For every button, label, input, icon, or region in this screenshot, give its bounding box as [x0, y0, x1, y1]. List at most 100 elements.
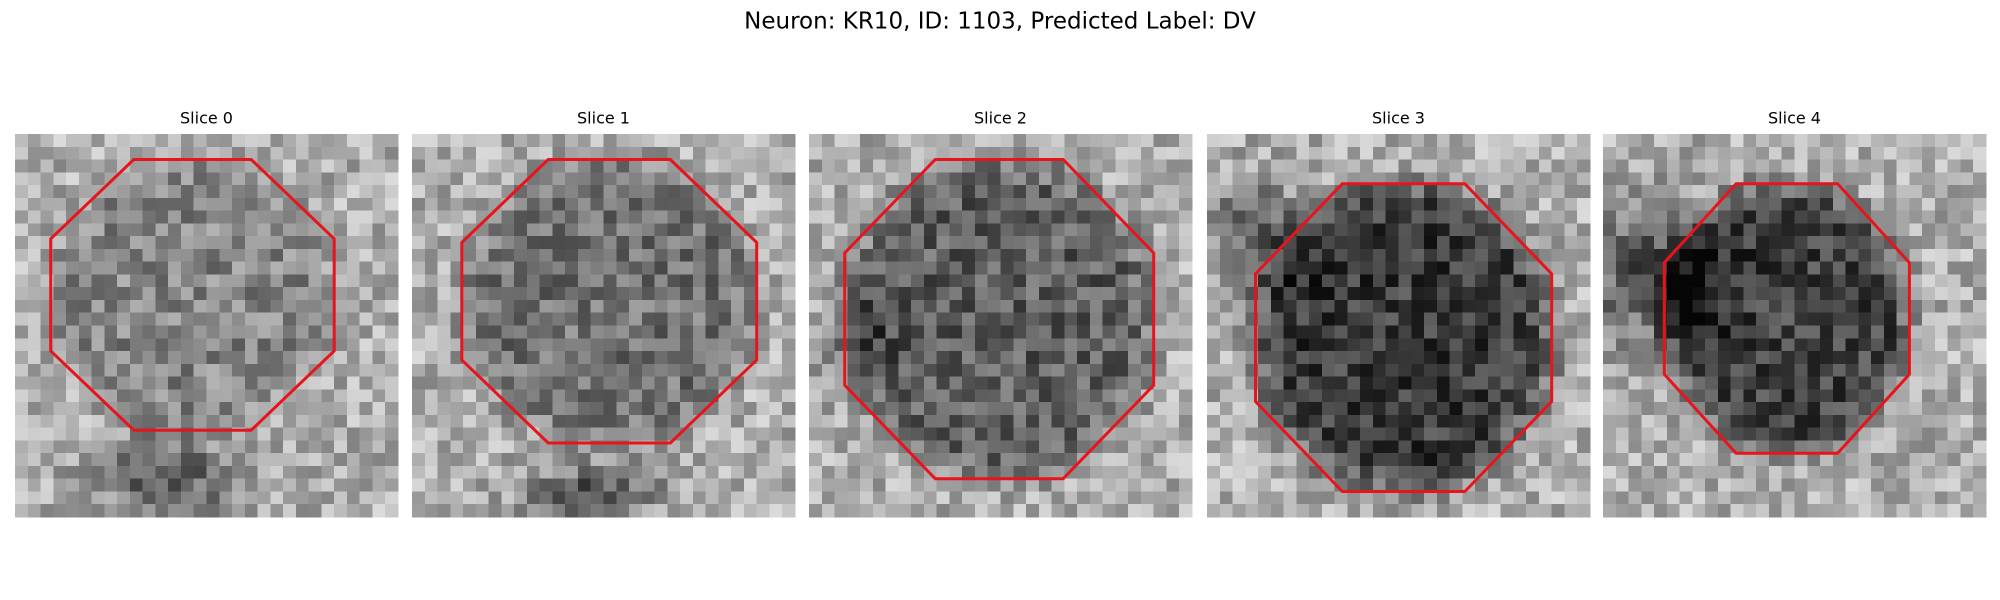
- pixel: [142, 351, 157, 365]
- pixel: [1883, 159, 1898, 173]
- pixel: [385, 223, 399, 237]
- pixel: [283, 363, 297, 378]
- pixel: [66, 402, 80, 416]
- pixel: [1102, 299, 1116, 314]
- pixel: [232, 172, 246, 186]
- pixel: [155, 185, 169, 199]
- pixel: [1794, 414, 1808, 429]
- pixel: [1628, 159, 1642, 173]
- pixel: [412, 146, 426, 161]
- pixel: [974, 223, 989, 237]
- pixel: [15, 146, 29, 161]
- pixel: [1372, 478, 1387, 493]
- pixel: [244, 376, 259, 390]
- pixel: [1615, 402, 1630, 416]
- pixel: [257, 338, 271, 352]
- pixel: [1538, 427, 1553, 441]
- pixel: [129, 299, 144, 314]
- pixel: [1666, 363, 1681, 378]
- panel: [15, 134, 399, 518]
- pixel: [885, 299, 899, 314]
- pixel: [1641, 159, 1655, 173]
- pixel: [1973, 325, 1987, 339]
- pixel: [1717, 491, 1732, 505]
- pixel: [1064, 172, 1078, 186]
- pixel: [552, 389, 566, 403]
- pixel: [1768, 210, 1783, 224]
- pixel: [718, 504, 732, 518]
- pixel: [1102, 236, 1116, 250]
- pixel: [1896, 287, 1910, 301]
- pixel: [872, 248, 887, 263]
- pixel: [1436, 236, 1451, 250]
- pixel: [1679, 274, 1693, 288]
- pixel: [1462, 274, 1476, 288]
- pixel: [705, 376, 719, 390]
- pixel: [1309, 261, 1323, 276]
- pixel: [667, 134, 681, 148]
- pixel: [898, 312, 912, 327]
- pixel: [1411, 325, 1425, 339]
- pixel: [15, 338, 29, 352]
- pixel: [270, 440, 284, 454]
- pixel: [1513, 223, 1527, 237]
- pixel: [1385, 236, 1400, 250]
- pixel: [692, 427, 707, 441]
- pixel: [1551, 491, 1566, 505]
- pixel: [53, 363, 67, 378]
- pixel: [257, 351, 271, 365]
- pixel: [334, 478, 348, 493]
- pixel: [1743, 414, 1757, 429]
- pixel: [898, 402, 912, 416]
- pixel: [1115, 299, 1129, 314]
- pixel: [346, 363, 361, 378]
- pixel: [1820, 363, 1834, 378]
- pixel: [1436, 261, 1451, 276]
- pixel: [1013, 210, 1027, 224]
- pixel: [1321, 376, 1336, 390]
- pixel: [1832, 197, 1847, 212]
- pixel: [1089, 261, 1104, 276]
- pixel: [437, 414, 451, 429]
- pixel: [1832, 287, 1847, 301]
- pixel: [1077, 197, 1091, 212]
- pixel: [514, 376, 528, 390]
- pixel: [962, 274, 976, 288]
- pixel: [27, 440, 42, 454]
- pixel: [1153, 376, 1168, 390]
- pixel: [577, 389, 592, 403]
- pixel: [641, 325, 656, 339]
- pixel: [680, 146, 694, 161]
- pixel: [718, 338, 732, 352]
- pixel: [526, 325, 541, 339]
- pixel: [1960, 223, 1974, 237]
- pixel: [1411, 453, 1425, 467]
- pixel: [1756, 185, 1770, 199]
- pixel: [756, 197, 771, 212]
- pixel: [1794, 338, 1808, 352]
- pixel: [91, 453, 105, 467]
- pixel: [654, 427, 668, 441]
- pixel: [1768, 389, 1783, 403]
- pixel: [1551, 504, 1566, 518]
- pixel: [1858, 491, 1872, 505]
- pixel: [1909, 146, 1923, 161]
- pixel: [1436, 159, 1451, 173]
- pixel: [1781, 210, 1796, 224]
- pixel: [603, 185, 617, 199]
- pixel: [1832, 261, 1847, 276]
- pixel: [539, 338, 554, 352]
- pixel: [1743, 287, 1757, 301]
- pixel: [1449, 363, 1463, 378]
- pixel: [180, 402, 195, 416]
- pixel: [1038, 465, 1053, 480]
- pixel: [885, 389, 899, 403]
- pixel: [539, 146, 554, 161]
- pixel: [1564, 146, 1578, 161]
- pixel: [1038, 172, 1053, 186]
- pixel: [1628, 427, 1642, 441]
- pixel: [437, 504, 451, 518]
- pixel: [475, 261, 490, 276]
- pixel: [1526, 478, 1540, 493]
- pixel: [616, 248, 630, 263]
